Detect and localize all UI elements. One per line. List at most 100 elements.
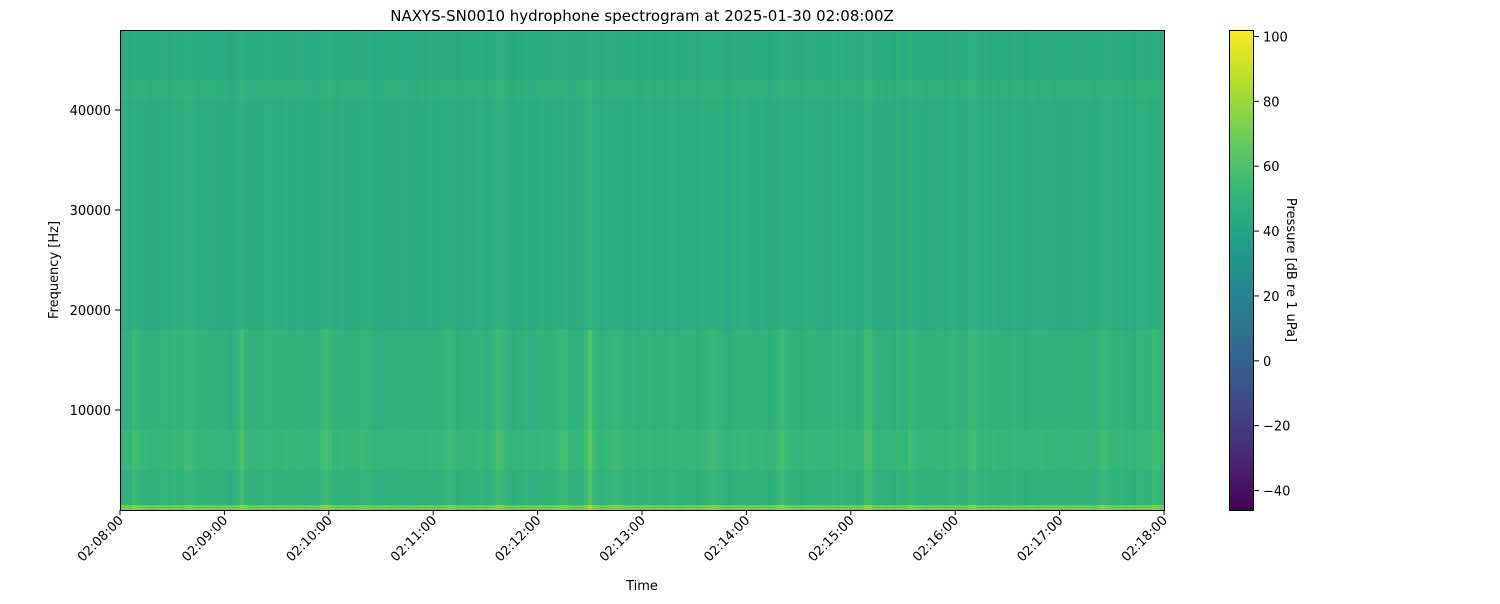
heatmap-cell [136,80,141,100]
heatmap-cell [1100,430,1105,470]
heatmap-cell [372,100,377,330]
heatmap-cell [444,80,449,100]
heatmap-cell [784,80,789,100]
heatmap-cell [1068,100,1073,330]
heatmap-cell [1044,330,1049,430]
heatmap-cell [504,505,509,510]
heatmap-cell [924,430,929,470]
heatmap-cell [208,100,213,330]
heatmap-cell [144,430,149,470]
heatmap-cell [852,430,857,470]
heatmap-cell [1020,100,1025,330]
heatmap-cell [372,505,377,510]
heatmap-cell [1016,80,1021,100]
heatmap-cell [880,505,885,510]
heatmap-cell [1156,330,1161,430]
heatmap-cell [1008,470,1013,505]
heatmap-cell [572,430,577,470]
heatmap-cell [308,505,313,510]
heatmap-cell [672,30,677,80]
heatmap-cell [580,80,585,100]
heatmap-cell [1116,100,1121,330]
heatmap-cell [744,505,749,510]
heatmap-cell [164,30,169,80]
heatmap-cell [268,30,273,80]
heatmap-cell [828,470,833,505]
heatmap-cell [600,470,605,505]
heatmap-cell [712,30,717,80]
heatmap-cell [248,330,253,430]
heatmap-cell [552,80,557,100]
heatmap-cell [388,470,393,505]
heatmap-cell [180,80,185,100]
heatmap-cell [504,100,509,330]
heatmap-cell [780,80,785,100]
heatmap-cell [1032,80,1037,100]
heatmap-cell [992,470,997,505]
heatmap-cell [788,430,793,470]
heatmap-cell [720,30,725,80]
heatmap-cell [848,505,853,510]
heatmap-cell [892,430,897,470]
heatmap-cell [1100,330,1105,430]
heatmap-cell [612,330,617,430]
heatmap-cell [224,470,229,505]
heatmap-cell [132,80,137,100]
chart-title: NAXYS-SN0010 hydrophone spectrogram at 2… [390,7,894,25]
heatmap-cell [308,430,313,470]
heatmap-cell [204,330,209,430]
heatmap-cell [1148,30,1153,80]
heatmap-cell [1000,505,1005,510]
heatmap-cell [704,430,709,470]
heatmap-cell [720,470,725,505]
heatmap-cell [828,430,833,470]
heatmap-cell [780,330,785,430]
heatmap-cell [136,505,141,510]
heatmap-cell [172,100,177,330]
heatmap-cell [764,100,769,330]
heatmap-cell [380,505,385,510]
colorbar-segment [1229,434,1254,439]
colorbar-segment [1229,150,1254,155]
heatmap-cell [804,80,809,100]
heatmap-cell [1056,30,1061,80]
heatmap-cell [360,30,365,80]
heatmap-cell [696,30,701,80]
heatmap-cell [284,505,289,510]
heatmap-cell [660,470,665,505]
heatmap-cell [864,100,869,330]
heatmap-cell [1060,470,1065,505]
heatmap-cell [416,30,421,80]
heatmap-cell [684,100,689,330]
heatmap-cell [468,30,473,80]
heatmap-cell [892,505,897,510]
heatmap-cell [128,430,133,470]
heatmap-cell [696,430,701,470]
heatmap-cell [224,100,229,330]
heatmap-cell [680,470,685,505]
heatmap-cell [916,470,921,505]
heatmap-cell [312,80,317,100]
heatmap-cell [340,30,345,80]
heatmap-cell [596,100,601,330]
heatmap-cell [508,80,513,100]
heatmap-cell [812,80,817,100]
heatmap-cell [644,505,649,510]
heatmap-cell [1016,430,1021,470]
heatmap-cell [876,505,881,510]
heatmap-cell [836,80,841,100]
heatmap-cell [384,430,389,470]
x-axis: 02:08:00 02:09:00 02:10:00 02:11:00 02:12:00… [75,510,1171,565]
heatmap-cell [748,80,753,100]
heatmap-cell [172,330,177,430]
heatmap-cell [872,505,877,510]
heatmap-cell [120,505,125,510]
heatmap-cell [160,505,165,510]
heatmap-cell [368,100,373,330]
heatmap-cell [500,430,505,470]
heatmap-cell [1040,330,1045,430]
heatmap-cell [780,470,785,505]
heatmap-cell [452,430,457,470]
heatmap-cell [776,430,781,470]
heatmap-cell [1084,330,1089,430]
